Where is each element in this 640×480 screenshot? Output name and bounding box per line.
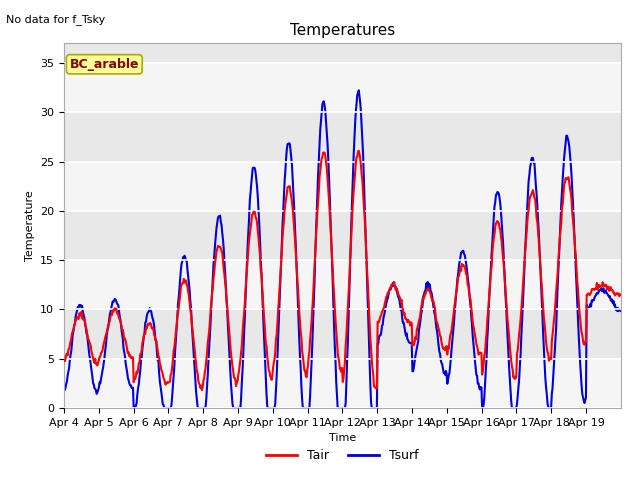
Bar (64, 161, 621, 211)
Tsurf (355, 87, 363, 93)
Tair (433, 318, 440, 324)
Bar (64, 112, 621, 161)
Tsurf (433, 325, 440, 331)
Tsurf (256, 238, 264, 243)
Bar (64, 63, 621, 112)
Bar (64, 310, 621, 359)
Bar (64, 43, 621, 63)
Tsurf (617, 308, 625, 313)
Tsurf (60, 386, 68, 392)
Y-axis label: Temperature: Temperature (24, 190, 35, 261)
Bar (64, 211, 621, 260)
Tair (256, 252, 264, 258)
Tsurf (125, 381, 133, 386)
Line: Tsurf: Tsurf (64, 90, 621, 408)
X-axis label: Time: Time (329, 433, 356, 443)
Tair (198, 387, 206, 393)
Tair (355, 148, 363, 154)
Tair (125, 353, 133, 359)
Bar (64, 359, 621, 408)
Tsurf (277, 260, 285, 266)
Tair (617, 291, 625, 297)
Tair (401, 316, 409, 322)
Tair (277, 260, 285, 265)
Text: BC_arable: BC_arable (70, 58, 139, 71)
Legend: Tair, Tsurf: Tair, Tsurf (261, 444, 424, 468)
Tsurf (228, 400, 236, 406)
Tair (228, 363, 236, 369)
Tsurf (401, 329, 409, 335)
Line: Tair: Tair (64, 151, 621, 390)
Title: Temperatures: Temperatures (290, 23, 395, 38)
Bar (64, 260, 621, 310)
Tair (60, 357, 68, 363)
Text: No data for f_Tsky: No data for f_Tsky (6, 14, 106, 25)
Tsurf (130, 405, 138, 411)
